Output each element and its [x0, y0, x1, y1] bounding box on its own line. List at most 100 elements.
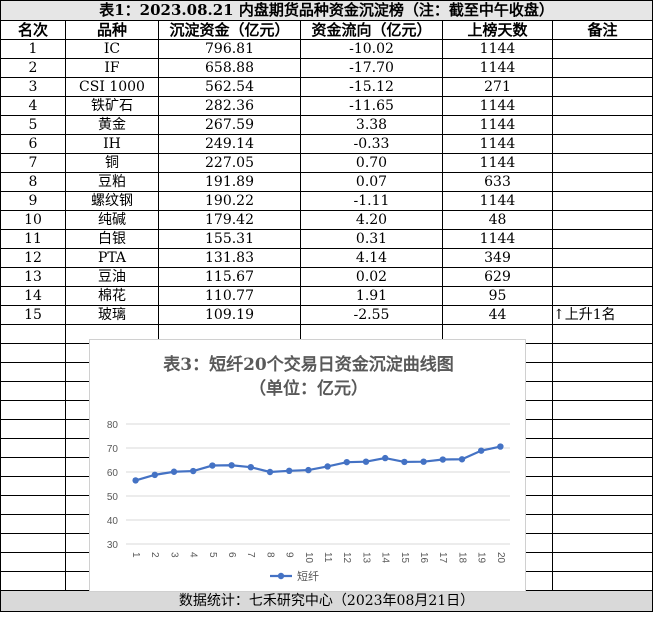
- table-cell: 12: [0, 248, 66, 268]
- table-cell: 0.31: [300, 229, 443, 249]
- table-cell: 4: [0, 96, 66, 116]
- empty-cell: [551, 400, 653, 420]
- table-cell: 黄金: [65, 115, 159, 135]
- x-tick-label: 19: [476, 552, 487, 564]
- table-cell: 1144: [442, 39, 553, 59]
- data-point: [343, 458, 350, 466]
- table-cell: 9: [0, 191, 66, 211]
- table-cell: 豆粕: [65, 172, 159, 192]
- empty-cell: [551, 533, 653, 553]
- table-cell: 7: [0, 153, 66, 173]
- data-point: [305, 466, 312, 474]
- chart-title: 表3：短纤20个交易日资金沉淀曲线图: [163, 355, 454, 375]
- y-tick-label: 80: [107, 420, 119, 431]
- table-cell: 螺纹钢: [65, 191, 159, 211]
- table-cell: IC: [65, 39, 159, 59]
- table-cell: 1144: [442, 58, 553, 78]
- data-point: [497, 443, 504, 450]
- table-cell: 铜: [65, 153, 159, 173]
- table-cell: ↑上升1名: [551, 305, 653, 325]
- table-cell: 1144: [442, 115, 553, 135]
- empty-cell: [551, 362, 653, 382]
- x-tick-label: 16: [418, 552, 429, 564]
- empty-cell: [0, 514, 66, 534]
- table-cell: 1144: [442, 153, 553, 173]
- table-row: 8 豆粕 191.89 0.07 633: [0, 172, 653, 192]
- x-tick-label: 18: [456, 552, 467, 564]
- table-cell: 8: [0, 172, 66, 192]
- table-cell: [551, 210, 653, 230]
- table-cell: 铁矿石: [65, 96, 159, 116]
- empty-cell: [0, 495, 66, 515]
- table-row: 14 棉花 110.77 1.91 95: [0, 286, 653, 306]
- table-row: 10 纯碱 179.42 4.20 48: [0, 210, 653, 230]
- empty-cell: [0, 343, 66, 363]
- table-cell: 4.20: [300, 210, 443, 230]
- x-tick-label: 9: [284, 552, 295, 558]
- table-cell: 白银: [65, 229, 159, 249]
- table-cell: 13: [0, 267, 66, 287]
- table-cell: 玻璃: [65, 305, 159, 325]
- table-cell: 1144: [442, 134, 553, 154]
- data-point: [228, 462, 235, 469]
- table-cell: 115.67: [158, 267, 301, 287]
- x-tick-label: 17: [437, 552, 448, 564]
- table-cell: 48: [442, 210, 553, 230]
- table-footer-row: 数据统计：七禾研究中心（2023年08月21日）: [0, 590, 653, 612]
- empty-cell: [551, 571, 653, 591]
- data-point: [420, 458, 427, 465]
- table-cell: 796.81: [158, 39, 301, 59]
- empty-cell: [0, 324, 66, 344]
- table-cell: 4.14: [300, 248, 443, 268]
- table-row: 2 IF 658.88 -17.70 1144: [0, 58, 653, 78]
- table-row: 12 PTA 131.83 4.14 349: [0, 248, 653, 268]
- x-tick-label: 11: [322, 552, 333, 563]
- empty-cell: [0, 552, 66, 572]
- table-cell: -2.55: [300, 305, 443, 325]
- table-row: 4 铁矿石 282.36 -11.65 1144: [0, 96, 653, 116]
- table-cell: [551, 172, 653, 192]
- table-cell: -10.02: [300, 39, 443, 59]
- x-tick-label: 20: [495, 552, 506, 564]
- table-row: 1 IC 796.81 -10.02 1144: [0, 39, 653, 59]
- table-cell: [551, 191, 653, 211]
- empty-cell: [0, 438, 66, 458]
- table-cell: -0.33: [300, 134, 443, 154]
- table-cell: 191.89: [158, 172, 301, 192]
- table-cell: [551, 96, 653, 116]
- empty-cell: [0, 419, 66, 439]
- column-header: 品种: [65, 20, 159, 40]
- table-cell: 271: [442, 77, 553, 97]
- data-point: [478, 447, 485, 454]
- table-cell: 227.05: [158, 153, 301, 173]
- empty-cell: [551, 324, 653, 344]
- table-cell: 131.83: [158, 248, 301, 268]
- data-point: [266, 468, 274, 476]
- table-cell: 0.70: [300, 153, 443, 173]
- y-tick-label: 40: [107, 516, 119, 527]
- table-cell: 633: [442, 172, 553, 192]
- table-cell: [551, 115, 653, 135]
- table-cell: -1.11: [300, 191, 443, 211]
- table-cell: 3: [0, 77, 66, 97]
- data-point: [439, 456, 446, 463]
- data-point: [151, 471, 158, 479]
- table-cell: 2: [0, 58, 66, 78]
- table-cell: 0.02: [300, 267, 443, 287]
- empty-cell: [0, 400, 66, 420]
- empty-cell: [551, 457, 653, 477]
- data-point: [286, 467, 293, 474]
- table-cell: 1: [0, 39, 66, 59]
- table-cell: 95: [442, 286, 553, 306]
- legend-label: 短纤: [297, 569, 319, 583]
- data-point: [458, 456, 466, 463]
- table-cell: 6: [0, 134, 66, 154]
- table-cell: 1144: [442, 229, 553, 249]
- table-title-row: 表1：2023.08.21 内盘期货品种资金沉淀榜（注：截至中午收盘）: [0, 0, 653, 21]
- y-tick-label: 60: [107, 468, 119, 479]
- table-row: 13 豆油 115.67 0.02 629: [0, 267, 653, 287]
- table-cell: [551, 267, 653, 287]
- table-cell: IF: [65, 58, 159, 78]
- x-tick-label: 15: [399, 552, 410, 564]
